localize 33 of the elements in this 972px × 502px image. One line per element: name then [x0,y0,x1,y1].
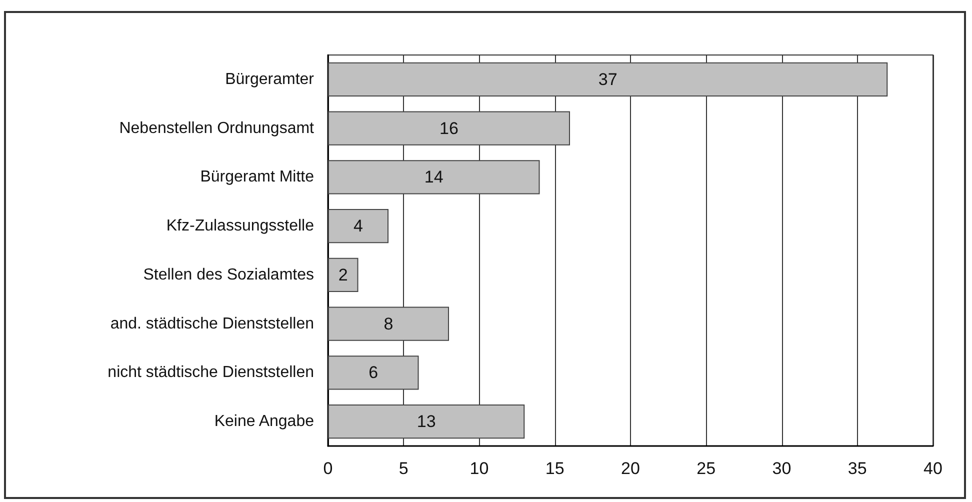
data-label: 4 [354,216,363,236]
y-tick-label: Kfz-Zulassungsstelle [166,218,314,235]
y-tick-label: Stellen des Sozialamtes [143,266,314,284]
data-label: 8 [384,314,394,334]
x-tick-label: 0 [323,459,333,478]
x-tick-label: 5 [398,459,408,478]
data-label: 37 [598,70,618,89]
data-label: 14 [424,168,444,187]
x-tick-label: 35 [848,459,867,478]
y-tick-label: and. städtische Dienststellen [110,315,314,332]
x-tick-label: 10 [470,459,489,478]
y-tick-label: nicht städtische Dienststellen [108,364,314,382]
bar [328,208,388,244]
y-tick-label: Bürgeramt Mitte [200,168,314,186]
x-tick-label: 25 [696,459,716,478]
bar [328,306,449,341]
y-tick-label: Bürgeramter [225,70,315,88]
bar [328,404,525,439]
bar [328,258,358,292]
data-label: 6 [368,363,378,382]
x-tick-label: 30 [772,459,792,478]
y-tick-label: Nebenstellen Ordnungsamt [119,120,315,137]
data-label: 16 [440,118,458,138]
y-tick-label: Keine Angabe [214,413,314,430]
x-tick-label: 20 [621,459,640,478]
bar [328,111,570,146]
bar [328,160,540,194]
data-label: 2 [338,265,348,284]
bar [328,356,419,390]
x-tick-label: 40 [924,459,942,478]
x-tick-label: 15 [545,459,564,478]
data-label: 13 [416,412,436,432]
bar [328,62,888,97]
